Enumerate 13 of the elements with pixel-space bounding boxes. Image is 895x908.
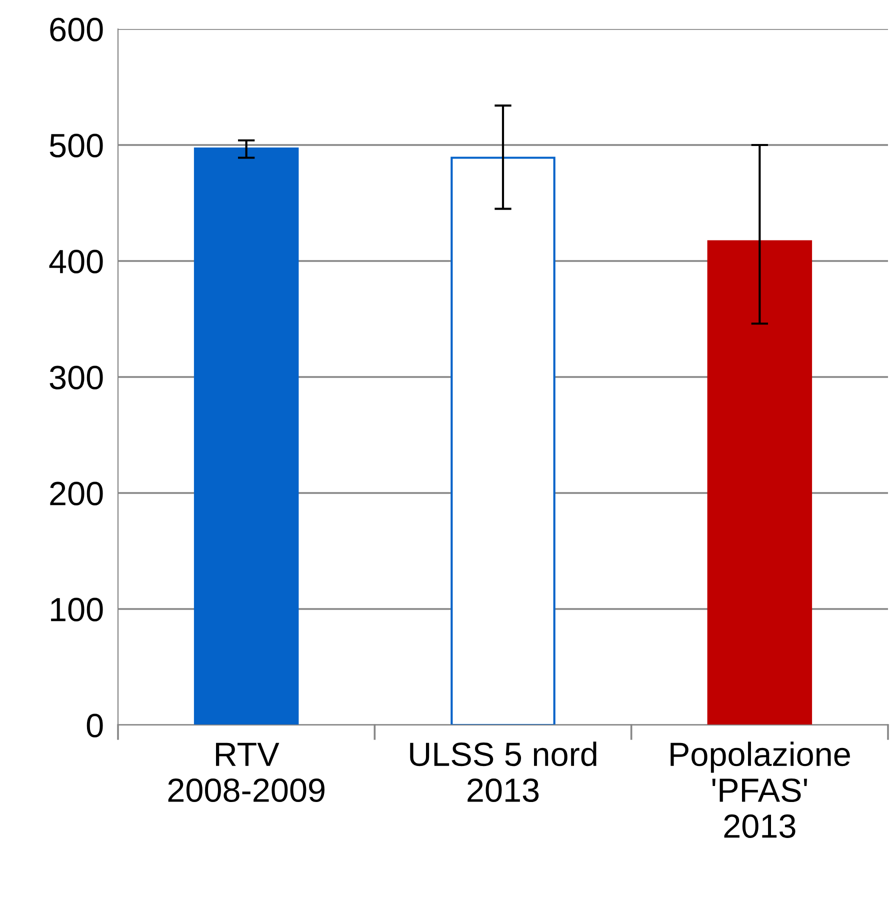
bar: [194, 147, 299, 725]
bar: [707, 240, 812, 725]
y-tick-label: 500: [50, 134, 103, 158]
y-tick-label: 300: [50, 366, 103, 390]
x-tick-label: RTV 2008-2009: [168, 742, 324, 802]
y-tick-label: 0: [86, 714, 103, 738]
y-tick-label: 600: [50, 18, 103, 42]
x-tick-label: ULSS 5 nord 2013: [410, 742, 596, 802]
y-tick-label: 100: [51, 598, 103, 622]
y-tick-label: 200: [50, 482, 103, 506]
bar: [450, 156, 556, 725]
y-tick-label: 400: [49, 250, 103, 274]
x-tick-label: Popolazione 'PFAS' 2013: [670, 742, 850, 838]
